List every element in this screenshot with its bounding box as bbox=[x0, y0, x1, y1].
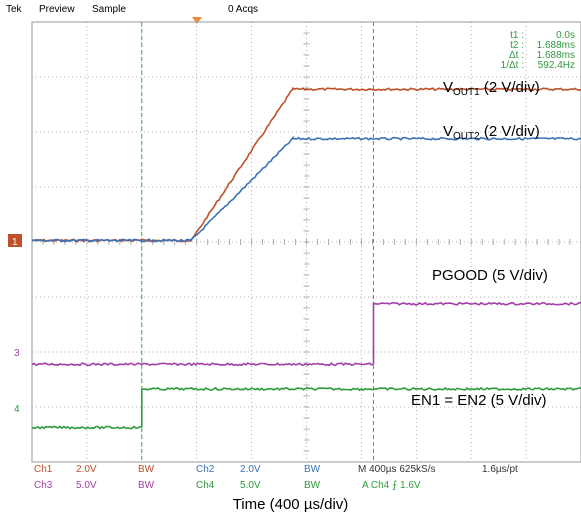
acq-count-label: 0 Acqs bbox=[228, 4, 258, 15]
trace-ch2 bbox=[32, 135, 581, 243]
cursor-value-t1: 0.0s bbox=[556, 30, 575, 41]
cursor-readout: t1 : 0.0s t2 : 1.688ms Δt : 1.688ms 1/Δt… bbox=[501, 30, 575, 71]
ch2-scale: 2.0V bbox=[240, 464, 261, 475]
trigger-setting: A Ch4 ⨍ 1.6V bbox=[362, 480, 421, 491]
x-axis-caption: Time (400 µs/div) bbox=[232, 496, 349, 513]
cursor-label-t2: t2 : bbox=[510, 40, 524, 51]
pgood-label: PGOOD (5 V/div) bbox=[432, 267, 548, 284]
acq-mode-label: Sample bbox=[92, 4, 126, 15]
ch3-bw: BW bbox=[138, 480, 155, 491]
ch3-scale: 5.0V bbox=[76, 480, 97, 491]
vout2-label: VOUT2 (2 V/div) bbox=[443, 123, 540, 142]
ch3-marker: 3 bbox=[14, 348, 20, 359]
vout1-label: VOUT1 (2 V/div) bbox=[443, 79, 540, 98]
trigger-position-marker bbox=[192, 17, 202, 24]
cursor-label-dt: Δt : bbox=[509, 50, 524, 61]
ch2-bw: BW bbox=[304, 464, 321, 475]
graticule bbox=[31, 21, 581, 463]
en-label: EN1 = EN2 (5 V/div) bbox=[411, 392, 546, 409]
timebase: M 400µs 625kS/s bbox=[358, 464, 435, 475]
ch1-marker: 1 bbox=[12, 237, 18, 248]
cursor-label-freq: 1/Δt : bbox=[501, 60, 524, 71]
resolution: 1.6µs/pt bbox=[482, 464, 518, 475]
cursor-value-freq: 592.4Hz bbox=[538, 60, 575, 71]
ch1-marker-bg bbox=[8, 234, 22, 247]
brand-label: Tek bbox=[6, 4, 23, 15]
cursor-label-t1: t1 : bbox=[510, 30, 524, 41]
traces bbox=[31, 87, 581, 430]
ch4-scale: 5.0V bbox=[240, 480, 261, 491]
ch2-name: Ch2 bbox=[196, 464, 215, 475]
preview-label: Preview bbox=[39, 4, 75, 15]
ch1-scale: 2.0V bbox=[76, 464, 97, 475]
trace-ch3 bbox=[31, 301, 581, 367]
ch4-bw: BW bbox=[304, 480, 321, 491]
ch3-name: Ch3 bbox=[34, 480, 53, 491]
ch1-name: Ch1 bbox=[34, 464, 53, 475]
channel-settings: Ch1 2.0V BW Ch2 2.0V BW M 400µs 625kS/s … bbox=[34, 464, 518, 491]
ch4-marker: 4 bbox=[14, 404, 20, 415]
trace-ch4 bbox=[31, 386, 581, 430]
ch4-name: Ch4 bbox=[196, 480, 215, 491]
cursor-value-t2: 1.688ms bbox=[537, 40, 575, 51]
cursor-value-dt: 1.688ms bbox=[537, 50, 575, 61]
ch1-bw: BW bbox=[138, 464, 155, 475]
